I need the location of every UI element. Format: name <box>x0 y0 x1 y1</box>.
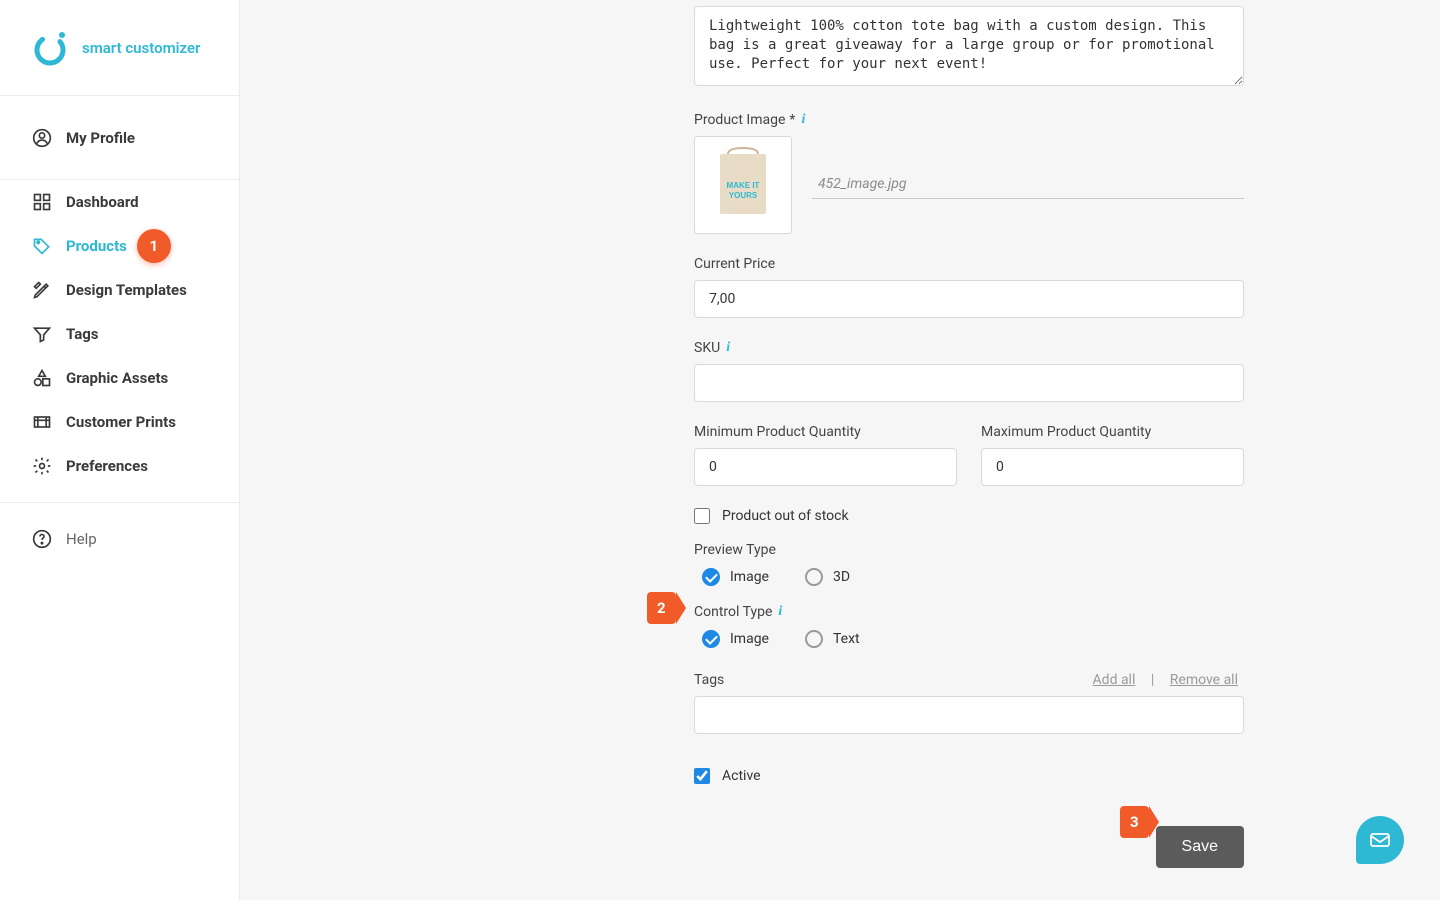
funnel-icon <box>32 324 52 344</box>
nav-section-account: My Profile <box>0 96 239 180</box>
min-qty-label: Minimum Product Quantity <box>694 424 861 440</box>
sidebar-item-label: Dashboard <box>66 193 139 211</box>
sidebar-item-label: My Profile <box>66 129 135 147</box>
current-price-label: Current Price <box>694 256 775 272</box>
sidebar-item-help[interactable]: Help <box>0 517 239 561</box>
out-of-stock-label: Product out of stock <box>722 508 849 524</box>
radio-label: 3D <box>833 569 850 585</box>
step-2-callout: 2 <box>647 592 676 624</box>
help-icon <box>32 529 52 549</box>
sidebar-item-label: Products <box>66 237 127 255</box>
product-image-label: Product Image <box>694 112 785 128</box>
step-3-callout: 3 <box>1120 806 1149 838</box>
control-type-image-radio[interactable]: Image <box>702 630 769 648</box>
sidebar-item-dashboard[interactable]: Dashboard <box>0 180 239 224</box>
shapes-icon <box>32 368 52 388</box>
tags-remove-all-link[interactable]: Remove all <box>1170 672 1238 688</box>
preview-type-3d-radio[interactable]: 3D <box>805 568 850 586</box>
gear-icon <box>32 456 52 476</box>
brand-logo-icon <box>32 30 68 66</box>
sidebar-item-label: Preferences <box>66 457 148 475</box>
radio-dot-icon <box>805 630 823 648</box>
active-label: Active <box>722 768 761 784</box>
radio-label: Text <box>833 631 860 647</box>
tags-bulk-links: Add all | Remove all <box>1087 672 1244 688</box>
sidebar-item-label: Design Templates <box>66 281 187 299</box>
control-type-label: Control Type <box>694 604 772 620</box>
product-form: Lightweight 100% cotton tote bag with a … <box>694 0 1244 868</box>
brand-name: smart customizer <box>82 39 200 57</box>
radio-label: Image <box>730 631 769 647</box>
sidebar-item-graphic-assets[interactable]: Graphic Assets <box>0 356 239 400</box>
info-icon[interactable]: i <box>778 604 782 620</box>
brand: smart customizer <box>0 0 239 96</box>
current-price-input[interactable] <box>694 280 1244 318</box>
preview-type-image-radio[interactable]: Image <box>702 568 769 586</box>
tags-add-all-link[interactable]: Add all <box>1093 672 1136 688</box>
preview-type-label: Preview Type <box>694 542 776 558</box>
tags-label: Tags <box>694 672 724 688</box>
nav-divider <box>0 502 239 503</box>
sidebar-item-label: Customer Prints <box>66 413 176 431</box>
sidebar-item-my-profile[interactable]: My Profile <box>0 96 239 180</box>
sidebar-item-customer-prints[interactable]: Customer Prints <box>0 400 239 444</box>
grid-icon <box>32 192 52 212</box>
radio-dot-icon <box>702 630 720 648</box>
min-qty-input[interactable] <box>694 448 957 486</box>
required-mark: * <box>789 112 795 128</box>
out-of-stock-row[interactable]: Product out of stock <box>694 508 1244 524</box>
separator: | <box>1151 672 1154 688</box>
chat-fab[interactable] <box>1356 816 1404 864</box>
tags-input[interactable] <box>694 696 1244 734</box>
main: Lightweight 100% cotton tote bag with a … <box>240 0 1440 900</box>
info-icon[interactable]: i <box>801 112 805 128</box>
sku-input[interactable] <box>694 364 1244 402</box>
tag-icon <box>32 236 52 256</box>
sidebar-item-label: Graphic Assets <box>66 369 168 387</box>
sidebar-item-label: Help <box>66 530 97 548</box>
products-step-badge: 1 <box>137 229 171 263</box>
control-type-text-radio[interactable]: Text <box>805 630 860 648</box>
product-image-thumbnail[interactable]: MAKE IT YOURS <box>694 136 792 234</box>
active-checkbox[interactable] <box>694 768 710 784</box>
info-icon[interactable]: i <box>726 340 730 356</box>
svg-text:YOURS: YOURS <box>729 191 758 200</box>
save-button[interactable]: Save <box>1156 826 1244 868</box>
max-qty-input[interactable] <box>981 448 1244 486</box>
sidebar-item-products[interactable]: Products 1 <box>0 224 239 268</box>
sidebar: smart customizer My Profile Dashboard Pr… <box>0 0 240 900</box>
out-of-stock-checkbox[interactable] <box>694 508 710 524</box>
active-row[interactable]: Active <box>694 768 1244 784</box>
mail-icon <box>1368 828 1392 852</box>
radio-label: Image <box>730 569 769 585</box>
user-circle-icon <box>32 128 52 148</box>
sidebar-item-preferences[interactable]: Preferences <box>0 444 239 488</box>
nav-section-main: Dashboard Products 1 Design Templates Ta… <box>0 180 239 561</box>
pencil-ruler-icon <box>32 280 52 300</box>
svg-text:MAKE IT: MAKE IT <box>727 181 760 190</box>
radio-dot-icon <box>702 568 720 586</box>
prints-icon <box>32 412 52 432</box>
sku-label: SKU <box>694 340 720 356</box>
product-image-filename[interactable]: 452_image.jpg <box>812 172 1244 199</box>
sidebar-item-label: Tags <box>66 325 99 343</box>
radio-dot-icon <box>805 568 823 586</box>
description-textarea[interactable]: Lightweight 100% cotton tote bag with a … <box>694 6 1244 86</box>
sidebar-item-design-templates[interactable]: Design Templates <box>0 268 239 312</box>
max-qty-label: Maximum Product Quantity <box>981 424 1151 440</box>
sidebar-item-tags[interactable]: Tags <box>0 312 239 356</box>
